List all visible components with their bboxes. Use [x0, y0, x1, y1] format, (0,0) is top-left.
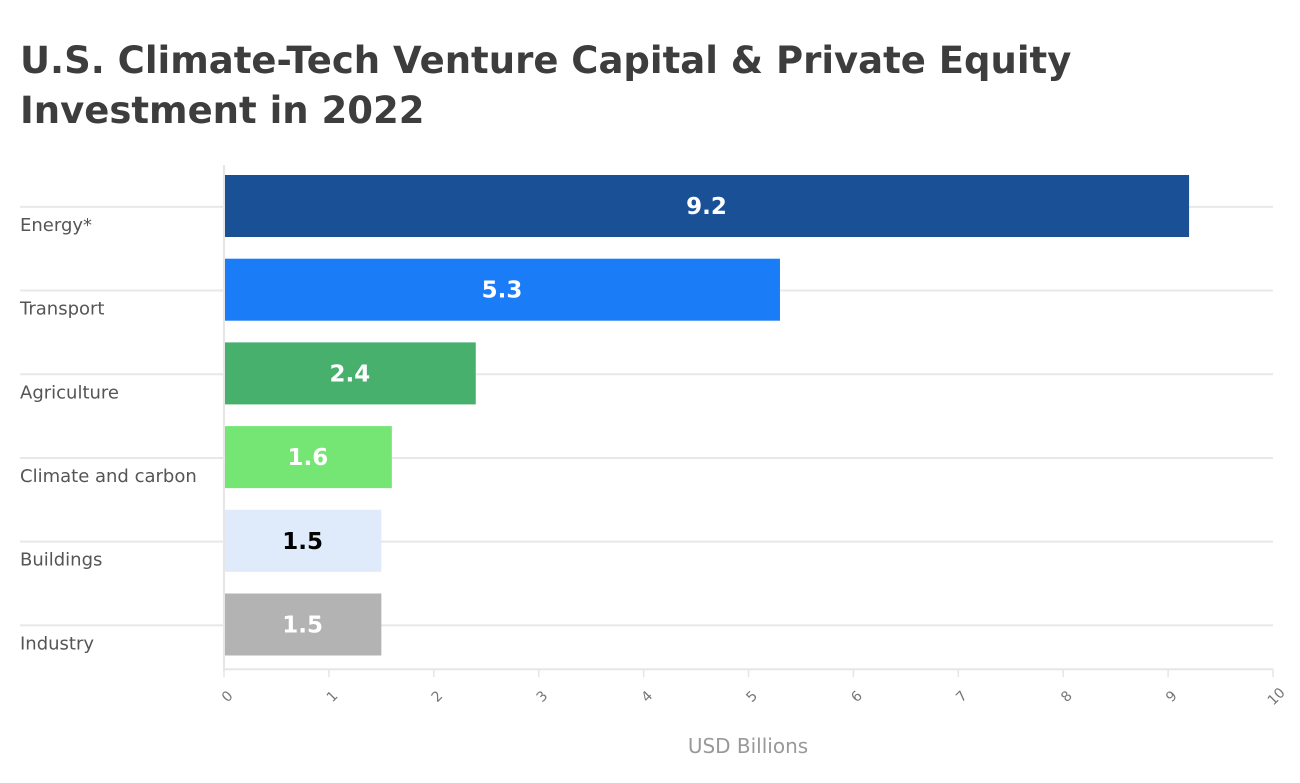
bar-value-label: 2.4 [330, 361, 371, 387]
bar [225, 509, 382, 572]
tick-label: 4 [638, 688, 656, 706]
tick-label: 2 [429, 688, 447, 706]
x-axis: 0 1 2 3 4 5 6 7 8 9 10 [219, 668, 1289, 709]
gridlines [20, 165, 1273, 672]
bar-value-label: 1.5 [282, 529, 323, 555]
category-label: Buildings [20, 550, 102, 571]
category-label: Climate and carbon [20, 466, 197, 487]
tick-label: 1 [324, 688, 342, 706]
tick-label: 7 [953, 688, 971, 706]
bar [225, 593, 382, 656]
category-label: Industry [20, 633, 94, 654]
bar-value-label: 9.2 [686, 194, 727, 220]
tick-label: 0 [219, 688, 237, 706]
category-label: Transport [19, 299, 104, 320]
bars: 9.2 5.3 2.4 1.6 1.5 1.5 [225, 175, 1190, 656]
chart-title-line-2: Investment in 2022 [20, 89, 425, 132]
bar [225, 342, 476, 405]
category-label: Energy* [20, 215, 92, 236]
bar [225, 426, 392, 489]
chart-title: U.S. Climate-Tech Venture Capital & Priv… [20, 36, 1220, 136]
tick-label: 6 [848, 688, 866, 706]
bar-value-label: 1.5 [282, 613, 323, 639]
tick-label: 5 [743, 688, 761, 706]
category-labels: Energy* Transport Agriculture Climate and c… [19, 215, 197, 654]
tick-label: 10 [1265, 685, 1289, 709]
bar-value-label: 5.3 [482, 278, 523, 304]
tick-label: 8 [1058, 688, 1076, 706]
bar-value-label: 1.6 [288, 445, 329, 471]
chart-title-line-1: U.S. Climate-Tech Venture Capital & Priv… [20, 39, 1072, 82]
bar [225, 175, 1190, 237]
bar [225, 258, 780, 321]
x-axis-title: USD Billions [688, 734, 808, 758]
tick-label: 3 [534, 688, 552, 706]
tick-label: 9 [1163, 688, 1181, 706]
category-label: Agriculture [20, 382, 119, 403]
